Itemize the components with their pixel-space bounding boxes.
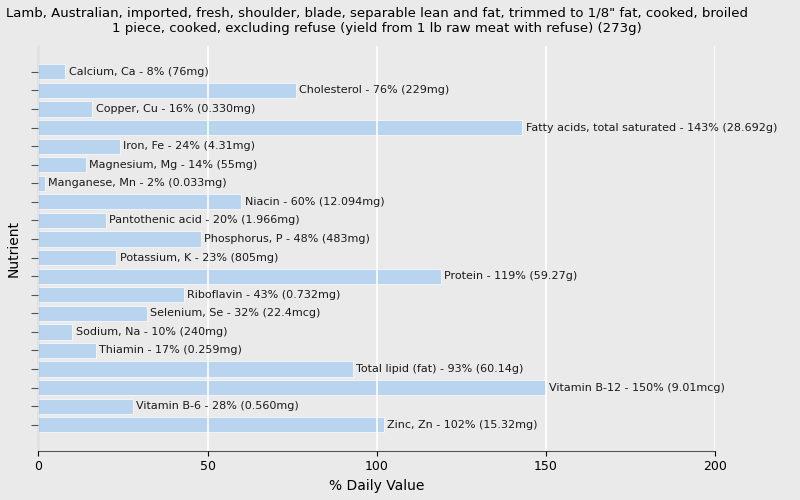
Bar — [38, 157, 86, 172]
Text: Thiamin - 17% (0.259mg): Thiamin - 17% (0.259mg) — [99, 346, 242, 356]
Text: Cholesterol - 76% (229mg): Cholesterol - 76% (229mg) — [299, 86, 449, 96]
Bar — [38, 306, 146, 321]
Text: Pantothenic acid - 20% (1.966mg): Pantothenic acid - 20% (1.966mg) — [110, 216, 300, 226]
Text: Magnesium, Mg - 14% (55mg): Magnesium, Mg - 14% (55mg) — [89, 160, 258, 170]
Bar — [38, 120, 522, 135]
Bar — [38, 176, 45, 191]
Text: Potassium, K - 23% (805mg): Potassium, K - 23% (805mg) — [119, 252, 278, 262]
Title: Lamb, Australian, imported, fresh, shoulder, blade, separable lean and fat, trim: Lamb, Australian, imported, fresh, shoul… — [6, 7, 748, 35]
Y-axis label: Nutrient: Nutrient — [7, 220, 21, 277]
Text: Riboflavin - 43% (0.732mg): Riboflavin - 43% (0.732mg) — [187, 290, 341, 300]
Text: Vitamin B-6 - 28% (0.560mg): Vitamin B-6 - 28% (0.560mg) — [137, 401, 299, 411]
Text: Fatty acids, total saturated - 143% (28.692g): Fatty acids, total saturated - 143% (28.… — [526, 122, 777, 132]
Text: Copper, Cu - 16% (0.330mg): Copper, Cu - 16% (0.330mg) — [96, 104, 255, 114]
Text: Protein - 119% (59.27g): Protein - 119% (59.27g) — [445, 271, 578, 281]
Bar — [38, 417, 383, 432]
Bar — [38, 83, 295, 98]
Bar — [38, 380, 546, 395]
Text: Calcium, Ca - 8% (76mg): Calcium, Ca - 8% (76mg) — [69, 67, 209, 77]
Bar — [38, 362, 353, 376]
Bar — [38, 343, 96, 358]
Text: Vitamin B-12 - 150% (9.01mcg): Vitamin B-12 - 150% (9.01mcg) — [550, 382, 726, 392]
Text: Total lipid (fat) - 93% (60.14g): Total lipid (fat) - 93% (60.14g) — [357, 364, 524, 374]
Bar — [38, 232, 201, 246]
Text: Iron, Fe - 24% (4.31mg): Iron, Fe - 24% (4.31mg) — [123, 141, 255, 151]
Bar — [38, 194, 242, 210]
Bar — [38, 138, 119, 154]
Bar — [38, 102, 93, 116]
Bar — [38, 64, 66, 80]
Text: Zinc, Zn - 102% (15.32mg): Zinc, Zn - 102% (15.32mg) — [387, 420, 538, 430]
Bar — [38, 213, 106, 228]
Bar — [38, 268, 441, 284]
Text: Selenium, Se - 32% (22.4mcg): Selenium, Se - 32% (22.4mcg) — [150, 308, 320, 318]
Text: Phosphorus, P - 48% (483mg): Phosphorus, P - 48% (483mg) — [204, 234, 370, 244]
X-axis label: % Daily Value: % Daily Value — [329, 479, 425, 493]
Bar — [38, 324, 72, 340]
Text: Manganese, Mn - 2% (0.033mg): Manganese, Mn - 2% (0.033mg) — [49, 178, 227, 188]
Text: Niacin - 60% (12.094mg): Niacin - 60% (12.094mg) — [245, 197, 385, 207]
Bar — [38, 287, 184, 302]
Bar — [38, 398, 133, 414]
Text: Sodium, Na - 10% (240mg): Sodium, Na - 10% (240mg) — [75, 327, 227, 337]
Bar — [38, 250, 116, 265]
